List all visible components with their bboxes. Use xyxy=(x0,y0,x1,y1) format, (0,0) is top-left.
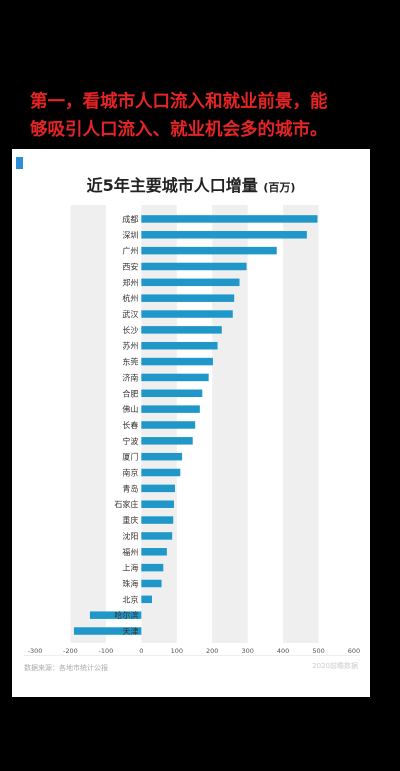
chart-unit: (百万) xyxy=(263,181,296,194)
category-label: 郑州 xyxy=(122,277,138,287)
category-label: 宁波 xyxy=(122,436,138,446)
category-label: 佛山 xyxy=(122,404,138,414)
category-label: 杭州 xyxy=(122,293,138,303)
category-label: 济南 xyxy=(122,372,138,382)
category-label: 长沙 xyxy=(122,325,138,335)
x-tick-label: 300 xyxy=(241,647,253,655)
background-band xyxy=(212,205,248,643)
bar xyxy=(141,548,167,556)
x-tick-label: 400 xyxy=(277,647,289,655)
category-label: 重庆 xyxy=(122,515,138,525)
category-label: 天津 xyxy=(122,626,138,636)
bar xyxy=(141,563,164,572)
category-label: 南京 xyxy=(122,468,138,478)
footer-divider xyxy=(24,655,360,656)
bar xyxy=(141,516,174,524)
x-tick-label: -100 xyxy=(99,647,114,655)
background-band xyxy=(283,205,319,643)
bar xyxy=(141,579,162,588)
chart-title: 近5年主要城市人口增量 (百万) xyxy=(12,172,370,196)
bar-chart: 成都深圳广州西安郑州杭州武汉长沙苏州东莞济南合肥佛山长春宁波厦门南京青岛石家庄重… xyxy=(28,205,360,655)
corner-mark xyxy=(16,157,23,169)
category-label: 沈阳 xyxy=(122,531,138,541)
category-label: 武汉 xyxy=(122,309,138,319)
bar xyxy=(89,611,142,619)
category-label: 广州 xyxy=(122,246,138,256)
category-label: 西安 xyxy=(122,261,138,271)
category-label: 厦门 xyxy=(122,452,138,462)
caption-line-2: 够吸引人口流入、就业机会多的城市。 xyxy=(30,120,328,140)
chart-title-text: 近5年主要城市人口增量 xyxy=(86,176,258,195)
bar xyxy=(141,405,200,413)
bar xyxy=(141,373,209,382)
category-label: 合肥 xyxy=(122,388,138,398)
bar xyxy=(141,484,176,493)
x-tick-label: 100 xyxy=(171,647,183,655)
x-tick-label: -300 xyxy=(28,647,43,655)
category-label: 珠海 xyxy=(122,578,138,588)
chart-source: 数据来源：各地市统计公报 xyxy=(24,664,108,672)
caption-line-1: 第一，看城市人口流入和就业前景，能 xyxy=(30,92,328,112)
bar xyxy=(141,262,247,271)
x-tick-label: -200 xyxy=(63,647,78,655)
x-tick-label: 0 xyxy=(139,647,143,655)
bar xyxy=(141,500,174,508)
bar xyxy=(141,341,218,350)
bar xyxy=(141,231,307,239)
bar xyxy=(73,627,142,635)
bar xyxy=(141,310,233,318)
category-label: 青岛 xyxy=(122,483,138,493)
category-label: 深圳 xyxy=(122,230,138,240)
category-label: 长春 xyxy=(122,420,138,430)
bar xyxy=(141,389,203,398)
category-label: 北京 xyxy=(122,594,138,604)
x-tick-label: 500 xyxy=(312,647,324,655)
bar xyxy=(141,294,235,302)
category-label: 苏州 xyxy=(122,341,138,351)
bar xyxy=(141,421,196,429)
category-label: 成都 xyxy=(122,214,138,224)
brand-watermark: 2020前瞻数据 xyxy=(312,662,358,670)
category-label: 上海 xyxy=(122,563,138,573)
bar xyxy=(141,357,213,366)
bar xyxy=(141,452,183,461)
bar xyxy=(141,326,222,334)
bar xyxy=(141,595,152,604)
background-band xyxy=(70,205,106,643)
category-label: 东莞 xyxy=(122,357,138,367)
chart-card: 近5年主要城市人口增量 (百万) 成都深圳广州西安郑州杭州武汉长沙苏州东莞济南合… xyxy=(12,149,370,697)
x-tick-label: 200 xyxy=(206,647,218,655)
bar xyxy=(141,215,318,223)
caption: 第一，看城市人口流入和就业前景，能 够吸引人口流入、就业机会多的城市。 xyxy=(30,88,375,144)
category-label: 福州 xyxy=(122,548,138,557)
x-tick-label: 600 xyxy=(348,647,360,655)
category-label: 哈尔滨 xyxy=(114,610,138,620)
category-label: 石家庄 xyxy=(114,499,138,509)
bar xyxy=(141,532,173,540)
bar xyxy=(141,246,277,255)
bar xyxy=(141,437,193,445)
bar xyxy=(141,278,240,287)
bar xyxy=(141,468,181,477)
